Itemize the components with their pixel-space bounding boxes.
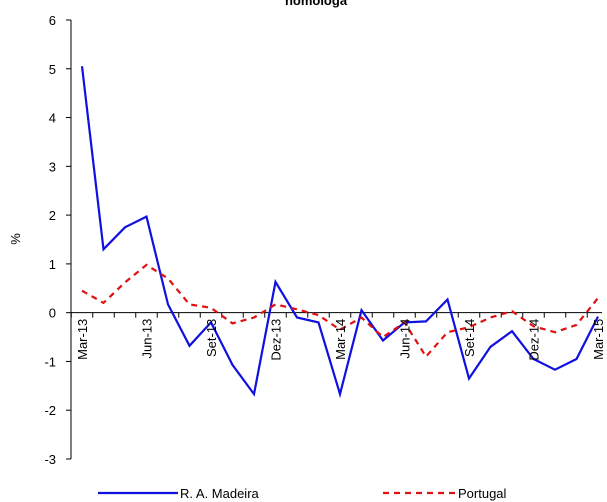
y-tick-label: 2	[49, 208, 56, 223]
y-tick-label: 6	[49, 13, 56, 28]
y-tick-label: -3	[44, 452, 56, 467]
y-tick-label: 5	[49, 62, 56, 77]
y-tick-label: 4	[49, 111, 56, 126]
x-tick-label: Jun-14	[398, 319, 413, 359]
legend-label-portugal: Portugal	[458, 486, 507, 501]
legend: R. A. Madeira Portugal	[98, 486, 507, 501]
x-tick-label: Mar-14	[333, 319, 348, 360]
y-axis-title: %	[8, 233, 23, 245]
series-line-portugal	[81, 263, 599, 359]
x-tick-label: Jun-13	[140, 319, 155, 359]
plot-area: -3 -2 -1 0 1 2 3 4 5 6 Mar-13 Jun-13 Set-13 Dez-13 Mar…	[44, 13, 606, 467]
series-line-madeira	[80, 66, 599, 399]
x-tick-label: Mar-15	[591, 319, 606, 360]
x-tick-label: Mar-13	[75, 319, 90, 360]
x-tick-label: Dez-14	[527, 319, 542, 361]
x-tick-label: Set-14	[462, 319, 477, 357]
legend-label-madeira: R. A. Madeira	[180, 486, 260, 501]
y-tick-label: -2	[44, 403, 56, 418]
x-tick-label: Dez-13	[269, 319, 284, 361]
x-tick-label: Set-13	[204, 319, 219, 357]
y-tick-label: 0	[49, 306, 56, 321]
y-tick-label: 1	[49, 257, 56, 272]
chart-title: homóloga	[285, 0, 348, 8]
y-tick-label: 3	[49, 159, 56, 174]
y-tick-label: -1	[44, 354, 56, 369]
